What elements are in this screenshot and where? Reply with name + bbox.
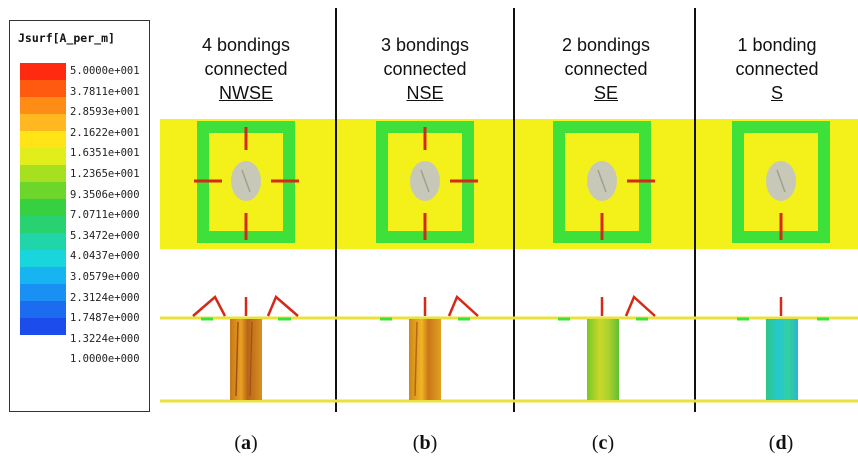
legend-swatch bbox=[20, 216, 66, 233]
panel-d-line2: connected bbox=[735, 59, 819, 79]
legend-label: 1.7487e+000 bbox=[70, 312, 140, 325]
panel-d-line1: 1 bonding bbox=[737, 35, 817, 55]
legend-swatch bbox=[20, 267, 66, 284]
legend-label: 2.8593e+001 bbox=[70, 106, 140, 119]
panel-title-c: 2 bondings connected SE bbox=[526, 33, 686, 105]
legend-label: 5.3472e+000 bbox=[70, 229, 140, 242]
legend-label: 1.2365e+001 bbox=[70, 167, 140, 180]
panel-b-top-view bbox=[376, 121, 478, 243]
caption-b: (b) bbox=[412, 432, 438, 454]
caption-a: (a) bbox=[234, 432, 258, 454]
legend-label: 1.0000e+000 bbox=[70, 353, 140, 366]
legend-swatch bbox=[20, 182, 66, 199]
panel-title-b: 3 bondings connected NSE bbox=[345, 33, 505, 105]
panel-a-top-view bbox=[194, 121, 299, 243]
legend-label: 5.0000e+001 bbox=[70, 65, 140, 77]
legend-swatch bbox=[20, 131, 66, 148]
legend-swatch bbox=[20, 80, 66, 97]
panel-a-side-view bbox=[192, 294, 299, 400]
panel-d-top-view bbox=[732, 121, 830, 243]
panel-c-line2: connected bbox=[564, 59, 648, 79]
caption-d: (d) bbox=[768, 432, 794, 454]
color-legend: Jsurf[A_per_m] 5.0000e+001 3.7811e+001 2.8… bbox=[9, 20, 150, 412]
legend-swatch bbox=[20, 114, 66, 131]
legend-label: 9.3506e+000 bbox=[70, 188, 140, 201]
panel-c-name: SE bbox=[593, 83, 618, 103]
panel-d-side-view bbox=[737, 297, 829, 400]
legend-swatch bbox=[20, 63, 66, 80]
panel-d-name: S bbox=[770, 83, 783, 103]
legend-label: 1.3224e+000 bbox=[70, 332, 140, 345]
board-top-view bbox=[160, 119, 858, 249]
panel-a-name: NWSE bbox=[219, 83, 273, 103]
panel-a-line1: 4 bondings bbox=[201, 35, 291, 55]
legend-label: 3.7811e+001 bbox=[70, 85, 140, 98]
legend-swatch bbox=[20, 97, 66, 114]
legend-swatch bbox=[20, 301, 66, 318]
legend-swatch bbox=[20, 148, 66, 165]
legend-label: 2.1622e+001 bbox=[70, 126, 140, 139]
panel-title-d: 1 bonding connected S bbox=[697, 33, 857, 105]
legend-swatch bbox=[20, 284, 66, 301]
panel-c-top-view bbox=[553, 121, 655, 243]
legend-label: 4.0437e+000 bbox=[70, 250, 140, 263]
panel-a-line2: connected bbox=[204, 59, 288, 79]
legend-label: 2.3124e+000 bbox=[70, 291, 140, 304]
panel-b-line1: 3 bondings bbox=[380, 35, 470, 55]
panel-b-side-view bbox=[380, 294, 479, 400]
legend-swatch bbox=[20, 318, 66, 335]
legend-swatch bbox=[20, 250, 66, 267]
legend-swatch bbox=[20, 165, 66, 182]
legend-title: Jsurf[A_per_m] bbox=[18, 31, 115, 45]
legend-label: 7.0711e+000 bbox=[70, 209, 140, 222]
legend-swatch bbox=[20, 199, 66, 216]
legend-swatch bbox=[20, 233, 66, 250]
panel-title-a: 4 bondings connected NWSE bbox=[166, 33, 326, 105]
panel-b-line2: connected bbox=[383, 59, 467, 79]
legend-label: 3.0579e+000 bbox=[70, 270, 140, 283]
legend-labels: 5.0000e+001 3.7811e+001 2.8593e+001 2.1622e… bbox=[70, 65, 140, 374]
caption-c: (c) bbox=[591, 432, 615, 454]
legend-color-bar bbox=[20, 63, 66, 335]
panel-b-name: NSE bbox=[406, 83, 444, 103]
panel-c-side-view bbox=[558, 294, 656, 400]
panel-c-line1: 2 bondings bbox=[561, 35, 651, 55]
legend-label: 1.6351e+001 bbox=[70, 147, 140, 160]
